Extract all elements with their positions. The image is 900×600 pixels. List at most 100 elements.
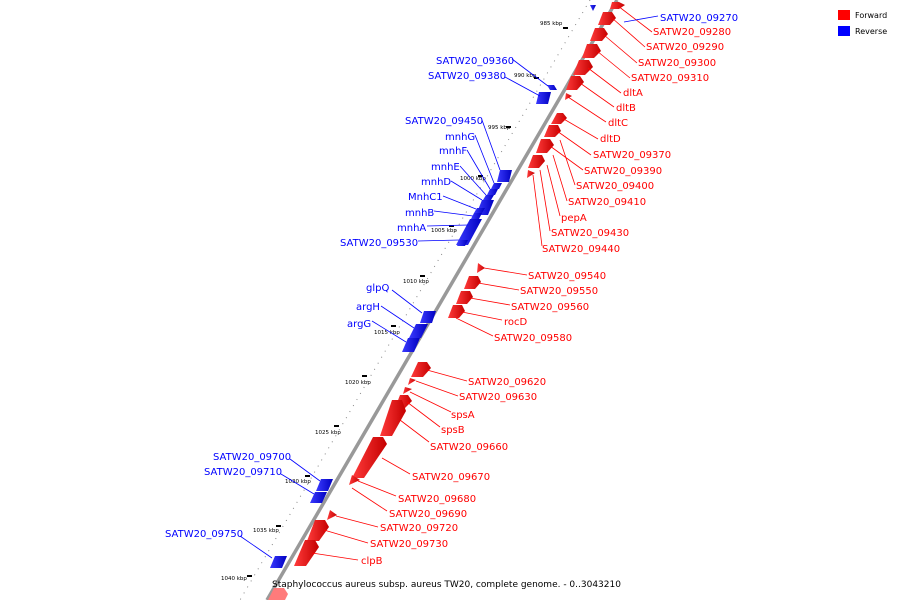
gene-label: SATW20_09680	[398, 494, 476, 505]
gene-SATW20_09390[interactable]: SATW20_09390	[536, 139, 662, 177]
gene-mnhA[interactable]: mnhA	[397, 219, 482, 245]
tick-label: 1030 kbp	[285, 479, 311, 485]
gene-argG[interactable]: argG	[347, 319, 420, 352]
tick-label: 1020 kbp	[345, 380, 371, 386]
gene-label: mnhE	[431, 162, 460, 173]
gene-SATW20_09630[interactable]: SATW20_09630	[408, 378, 537, 403]
gene-clpB[interactable]: clpB	[294, 540, 383, 567]
gene-label: SATW20_09300	[638, 58, 716, 69]
gene-SATW20_09680[interactable]: SATW20_09680	[349, 475, 476, 505]
gene-label: SATW20_09360	[436, 56, 514, 67]
gene-label: SATW20_09450	[405, 116, 483, 127]
gene-label: SATW20_09270	[660, 13, 738, 24]
gene-label: SATW20_09620	[468, 377, 546, 388]
tick-group-995: 995 kbp	[488, 125, 511, 131]
tick-group-985: 985 kbp	[540, 21, 568, 29]
gene-pepA[interactable]: pepA	[546, 164, 587, 224]
gene-SATW20_09620[interactable]: SATW20_09620	[411, 362, 546, 388]
gene-dltC[interactable]: dltC	[565, 93, 628, 129]
gene-SATW20_09750[interactable]: SATW20_09750	[165, 529, 287, 568]
gene-SATW20_09430[interactable]: SATW20_09430	[539, 169, 629, 239]
gene-SATW20_09670[interactable]: SATW20_09670	[352, 437, 490, 483]
gene-SATW20_09550[interactable]: SATW20_09550	[464, 276, 598, 297]
gene-mnhF[interactable]: mnhF	[439, 146, 498, 195]
gene-MnhC1[interactable]: MnhC1	[408, 192, 485, 213]
tick-group-1010: 1010 kbp	[403, 275, 429, 285]
forward-genes: SATW20_09280 SATW20_09290 SATW20_09300 S…	[268, 2, 731, 600]
gene-label: dltD	[600, 134, 621, 145]
gene-SATW20_09440[interactable]: SATW20_09440	[532, 174, 620, 255]
gene-mnhG[interactable]: mnhG	[445, 132, 502, 189]
gene-SATW20_09560[interactable]: SATW20_09560	[456, 291, 589, 313]
gene-SATW20_09380[interactable]: SATW20_09380	[428, 71, 551, 104]
gene-dltB[interactable]: dltB	[566, 76, 636, 114]
gene-SATW20_09400[interactable]: SATW20_09400	[528, 139, 654, 192]
gene-SATW20_09310[interactable]: SATW20_09310	[582, 44, 709, 84]
gene-glpQ[interactable]: glpQ	[366, 283, 436, 323]
gene-SATW20_09580[interactable]: SATW20_09580	[455, 317, 572, 344]
gene-SATW20_09290[interactable]: SATW20_09290	[598, 12, 724, 53]
gene-SATW20_09450[interactable]: SATW20_09450	[405, 116, 512, 182]
tick-group-990: 990 kbp	[514, 73, 539, 79]
tick-label: 1015 kbp	[374, 330, 400, 336]
gene-SATW20_09660[interactable]: SATW20_09660	[380, 400, 508, 453]
tick-group-1035: 1035 kbp	[253, 525, 281, 534]
gene-SATW20_09270[interactable]: SATW20_09270	[590, 5, 738, 24]
gene-SATW20_09720[interactable]: SATW20_09720	[327, 510, 458, 534]
gene-SATW20_09530[interactable]: SATW20_09530	[340, 238, 468, 249]
gene-label: argG	[347, 319, 371, 330]
gene-label: SATW20_09550	[520, 286, 598, 297]
genome-backbone	[265, 0, 619, 600]
reverse-genes: SATW20_09270 SATW20_09360 SATW20_09380 S…	[165, 5, 738, 568]
tick-label: 1035 kbp	[253, 528, 279, 534]
genome-caption: Staphylococcus aureus subsp. aureus TW20…	[272, 580, 621, 590]
tick-label: 1040 kbp	[221, 576, 247, 582]
gene-label: SATW20_09380	[428, 71, 506, 82]
tick-group-1040: 1040 kbp	[221, 575, 252, 582]
gene-label: SATW20_09660	[430, 442, 508, 453]
gene-SATW20_09710[interactable]: SATW20_09710	[204, 467, 327, 503]
gene-rocD[interactable]: rocD	[448, 305, 528, 328]
gene-label: MnhC1	[408, 192, 443, 203]
tick-group-1025: 1025 kbp	[315, 425, 341, 436]
tick-label: 995 kbp	[488, 125, 511, 131]
gene-label: SATW20_09410	[568, 197, 646, 208]
gene-SATW20_09300[interactable]: SATW20_09300	[590, 28, 716, 69]
gene-dltD[interactable]: dltD	[551, 113, 621, 145]
gene-mnhE[interactable]: mnhE	[431, 162, 494, 200]
gene-argH[interactable]: argH	[356, 302, 428, 338]
gene-label: spsA	[451, 410, 475, 421]
gene-label: SATW20_09750	[165, 529, 243, 540]
gene-SATW20_09410[interactable]: SATW20_09410	[527, 154, 646, 208]
gene-mnhB[interactable]: mnhB	[405, 208, 482, 219]
gene-SATW20_09690[interactable]: SATW20_09690	[351, 487, 467, 520]
gene-dltA[interactable]: dltA	[573, 60, 643, 99]
gene-SATW20_09540[interactable]: SATW20_09540	[477, 263, 606, 282]
gene-label: SATW20_09280	[653, 27, 731, 38]
gene-SATW20_09700[interactable]: SATW20_09700	[213, 452, 333, 491]
gene-label: SATW20_09440	[542, 244, 620, 255]
gene-label: SATW20_09690	[389, 509, 467, 520]
gene-label: clpB	[361, 556, 383, 567]
gene-label: SATW20_09530	[340, 238, 418, 249]
legend-reverse-label: Reverse	[855, 27, 887, 36]
tick-group-1005: 1005 kbp	[431, 225, 457, 234]
gene-spsA[interactable]: spsA	[403, 387, 475, 421]
legend-forward-label: Forward	[855, 11, 887, 20]
gene-label: rocD	[504, 317, 528, 328]
gene-label: glpQ	[366, 283, 389, 294]
tick-group-1030: 1030 kbp	[285, 475, 311, 485]
gene-SATW20_09370[interactable]: SATW20_09370	[544, 125, 671, 161]
gene-unlabeled-bottom[interactable]	[268, 588, 288, 600]
gene-SATW20_09360[interactable]: SATW20_09360	[436, 56, 557, 90]
tick-label: 1005 kbp	[431, 228, 457, 234]
gene-label: mnhF	[439, 146, 467, 157]
tick-group-1020: 1020 kbp	[345, 375, 371, 386]
gene-label: SATW20_09700	[213, 452, 291, 463]
gene-label: dltB	[616, 103, 636, 114]
tick-label: 1010 kbp	[403, 279, 429, 285]
gene-label: SATW20_09430	[551, 228, 629, 239]
gene-label: SATW20_09670	[412, 472, 490, 483]
gene-SATW20_09730[interactable]: SATW20_09730	[307, 520, 448, 550]
gene-SATW20_09280[interactable]: SATW20_09280	[610, 2, 731, 38]
